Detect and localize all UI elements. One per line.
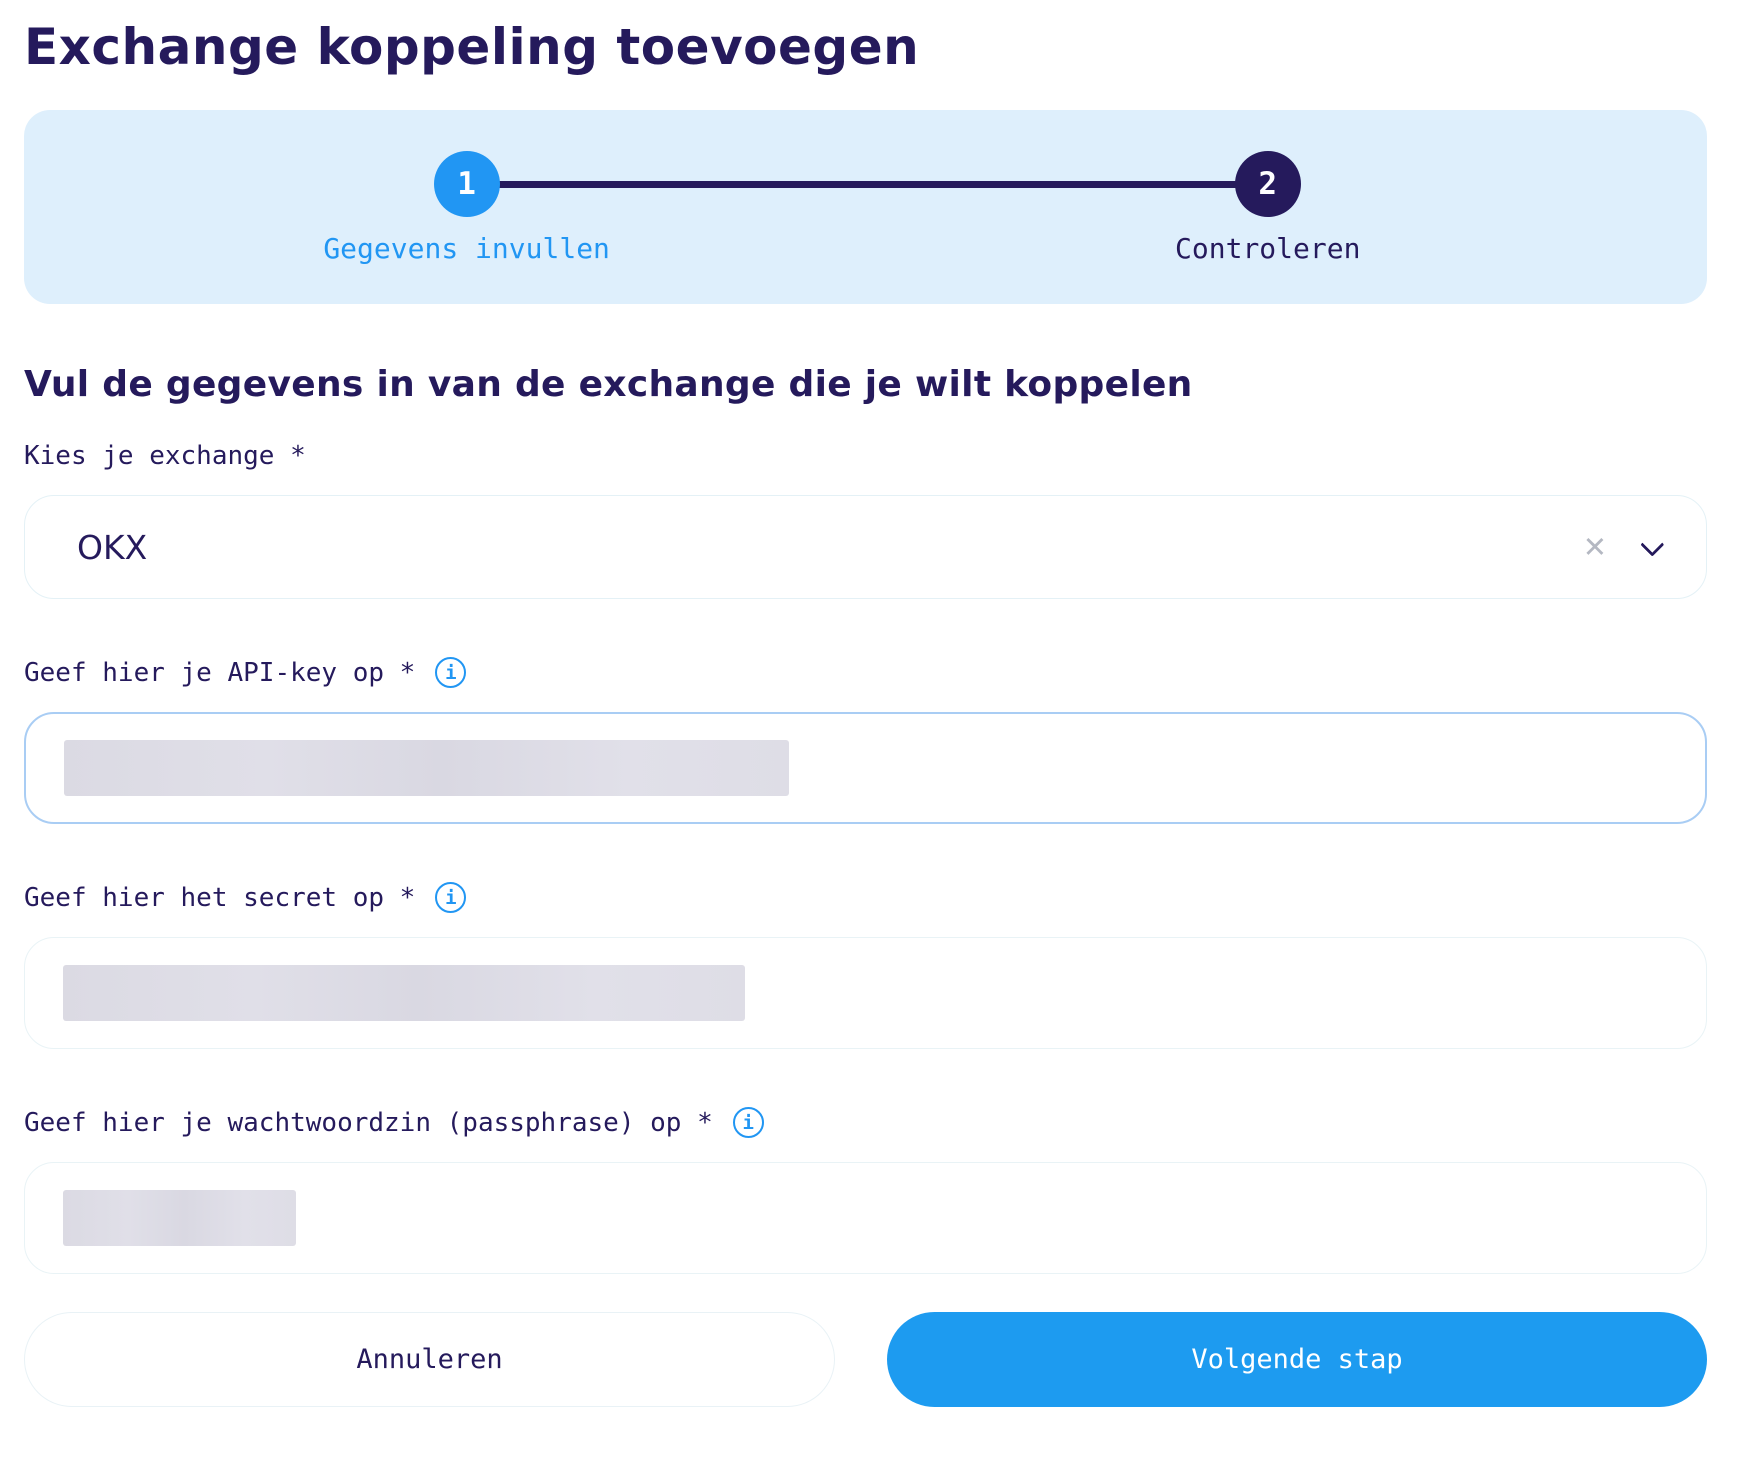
exchange-select[interactable]: OKX ✕ bbox=[24, 495, 1707, 599]
exchange-link-page: Exchange koppeling toevoegen 1 Gegevens … bbox=[24, 18, 1707, 1407]
page-title: Exchange koppeling toevoegen bbox=[24, 18, 920, 76]
cancel-button[interactable]: Annuleren bbox=[24, 1312, 835, 1407]
secret-info-icon[interactable]: i bbox=[435, 882, 467, 913]
api-key-input[interactable] bbox=[24, 712, 1707, 824]
step-1-gegevens-invullen: 1 Gegevens invullen bbox=[257, 151, 677, 265]
step-1-indicator: 1 bbox=[433, 151, 500, 217]
wizard-stepper: 1 Gegevens invullen 2 Controleren bbox=[24, 110, 1707, 304]
passphrase-label: Geef hier je wachtwoordzin (passphrase) … bbox=[24, 1107, 713, 1138]
step-2-label: Controleren bbox=[1175, 232, 1361, 265]
step-1-label: Gegevens invullen bbox=[323, 232, 610, 265]
api-key-info-icon[interactable]: i bbox=[435, 657, 467, 688]
secret-redacted-value bbox=[63, 965, 745, 1021]
step-connector-line bbox=[466, 181, 1268, 188]
api-key-label: Geef hier je API-key op * bbox=[24, 657, 416, 688]
passphrase-redacted-value bbox=[63, 1190, 296, 1246]
clear-selection-icon[interactable]: ✕ bbox=[1582, 529, 1607, 564]
form-heading: Vul de gegevens in van de exchange die j… bbox=[24, 364, 1193, 405]
passphrase-info-icon[interactable]: i bbox=[732, 1107, 764, 1138]
chevron-down-icon[interactable] bbox=[1640, 532, 1665, 557]
passphrase-input[interactable] bbox=[24, 1162, 1707, 1274]
secret-label: Geef hier het secret op * bbox=[24, 882, 416, 913]
step-2-controleren: 2 Controleren bbox=[1058, 151, 1478, 265]
next-step-button[interactable]: Volgende stap bbox=[887, 1312, 1707, 1407]
secret-input[interactable] bbox=[24, 937, 1707, 1049]
api-key-redacted-value bbox=[64, 740, 789, 796]
form-actions: Annuleren Volgende stap bbox=[24, 1312, 1707, 1407]
step-2-indicator: 2 bbox=[1234, 151, 1301, 217]
exchange-select-value: OKX bbox=[77, 527, 148, 567]
exchange-select-label: Kies je exchange * bbox=[24, 441, 306, 471]
